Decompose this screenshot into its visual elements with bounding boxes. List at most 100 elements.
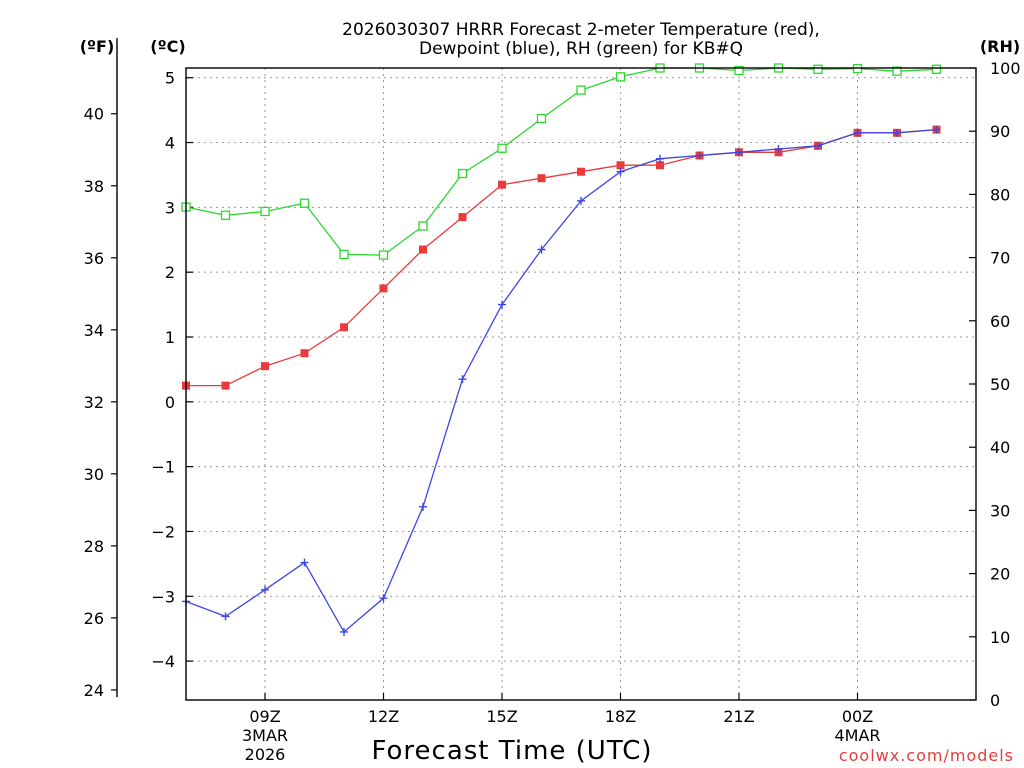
dewpoint-point (893, 128, 901, 137)
date-label: 3MAR (242, 726, 288, 745)
rh-tick-label: 20 (990, 565, 1010, 584)
dewpoint-point (577, 196, 585, 205)
plot-frame (185, 67, 977, 701)
temperature-point (537, 174, 546, 183)
celsius-tick-label: −2 (151, 522, 175, 541)
rh-point (892, 66, 902, 76)
rh-point (378, 250, 389, 260)
rh-axis: 0 10 20 30 40 50 60 70 80 90 100 (969, 59, 1021, 710)
dewpoint-point (419, 502, 427, 511)
fahrenheit-tick-label: 36 (84, 249, 104, 268)
fahrenheit-tick-label: 40 (84, 105, 104, 124)
temperature-point (498, 180, 506, 189)
dewpoint-point (774, 145, 783, 154)
fahrenheit-tick-label: 30 (84, 465, 104, 484)
rh-point (615, 72, 626, 82)
dewpoint-point (300, 558, 309, 567)
rh-point (813, 64, 823, 74)
celsius-tick-label: −3 (151, 587, 175, 606)
fahrenheit-tick-label: 28 (84, 537, 104, 556)
rh-point (931, 64, 942, 74)
rh-point (734, 65, 744, 76)
year-label: 2026 (245, 745, 286, 764)
rh-tick-label: 0 (990, 691, 1000, 710)
rh-point (339, 249, 349, 260)
temperature-point (577, 167, 585, 176)
rh-tick-label: 30 (990, 501, 1010, 520)
chart-title-line1: 2026030307 HRRR Forecast 2-meter Tempera… (342, 20, 820, 40)
celsius-tick-label: 4 (165, 134, 175, 153)
rh-tick-label: 90 (990, 122, 1010, 141)
rh-tick-label: 10 (990, 628, 1010, 647)
fahrenheit-unit-label: (ºF) (80, 37, 115, 56)
rh-point (457, 168, 468, 179)
dewpoint-point (735, 148, 743, 157)
rh-point (220, 210, 231, 220)
dewpoint-point (853, 128, 862, 137)
celsius-tick-label: 1 (165, 328, 175, 347)
fahrenheit-axis: 24 26 28 30 32 34 36 38 40 (84, 38, 118, 700)
dewpoint-point (814, 141, 822, 150)
celsius-tick-label: 0 (165, 393, 175, 412)
dewpoint-point (458, 375, 467, 384)
time-tick-label: 12Z (368, 707, 399, 726)
series-dewpoint (182, 125, 941, 636)
dewpoint-point (221, 612, 230, 621)
x-axis-title: Forecast Time (UTC) (371, 736, 652, 766)
time-tick-label: 00Z (842, 707, 873, 726)
rh-point (497, 143, 507, 153)
celsius-unit-label: (ºC) (150, 37, 185, 56)
dewpoint-point (379, 594, 388, 603)
dewpoint-point (932, 125, 941, 134)
rh-tick-label: 70 (990, 249, 1010, 268)
temperature-point (340, 323, 348, 332)
series-layer (181, 63, 942, 636)
rh-point (260, 206, 270, 217)
celsius-tick-label: 5 (165, 69, 175, 88)
celsius-axis: −4 −3 −2 −1 0 1 2 3 4 5 (151, 69, 193, 671)
temperature-point (458, 213, 467, 222)
time-tick-label: 09Z (249, 707, 280, 726)
rh-point (418, 221, 428, 231)
dewpoint-point (498, 300, 506, 309)
fahrenheit-tick-label: 38 (84, 177, 104, 196)
rh-tick-label: 100 (990, 59, 1021, 78)
dewpoint-point (537, 245, 546, 254)
credit-text: coolwx.com/models (839, 746, 1014, 765)
dewpoint-point (695, 151, 704, 160)
chart-title-line2: Dewpoint (blue), RH (green) for KB#Q (419, 39, 743, 59)
rh-tick-label: 80 (990, 185, 1010, 204)
fahrenheit-tick-label: 26 (84, 609, 104, 628)
dewpoint-point (656, 154, 664, 163)
rh-unit-label: (RH) (980, 37, 1020, 56)
rh-tick-label: 60 (990, 312, 1010, 331)
temperature-point (261, 362, 269, 371)
celsius-tick-label: −4 (151, 652, 175, 671)
temperature-point (419, 245, 427, 254)
series-temperature (182, 125, 941, 390)
dewpoint-point (261, 585, 269, 594)
time-tick-label: 21Z (723, 707, 754, 726)
temperature-point (656, 161, 664, 170)
rh-line (185, 67, 937, 256)
temperature-point (616, 161, 625, 170)
rh-point (576, 85, 586, 95)
rh-tick-label: 40 (990, 438, 1010, 457)
temperature-point (379, 284, 388, 293)
fahrenheit-tick-label: 34 (84, 321, 104, 340)
fahrenheit-tick-label: 24 (84, 681, 104, 700)
rh-point (299, 198, 310, 208)
celsius-tick-label: 3 (165, 198, 175, 217)
dewpoint-point (616, 167, 625, 176)
series-rh (181, 63, 942, 260)
celsius-tick-label: 2 (165, 263, 175, 282)
dewpoint-point (340, 627, 348, 636)
rh-point (536, 113, 547, 124)
temperature-point (300, 349, 309, 358)
gridlines (186, 68, 976, 700)
date-label: 4MAR (834, 726, 880, 745)
fahrenheit-tick-label: 32 (84, 393, 104, 412)
temperature-point (221, 381, 230, 390)
